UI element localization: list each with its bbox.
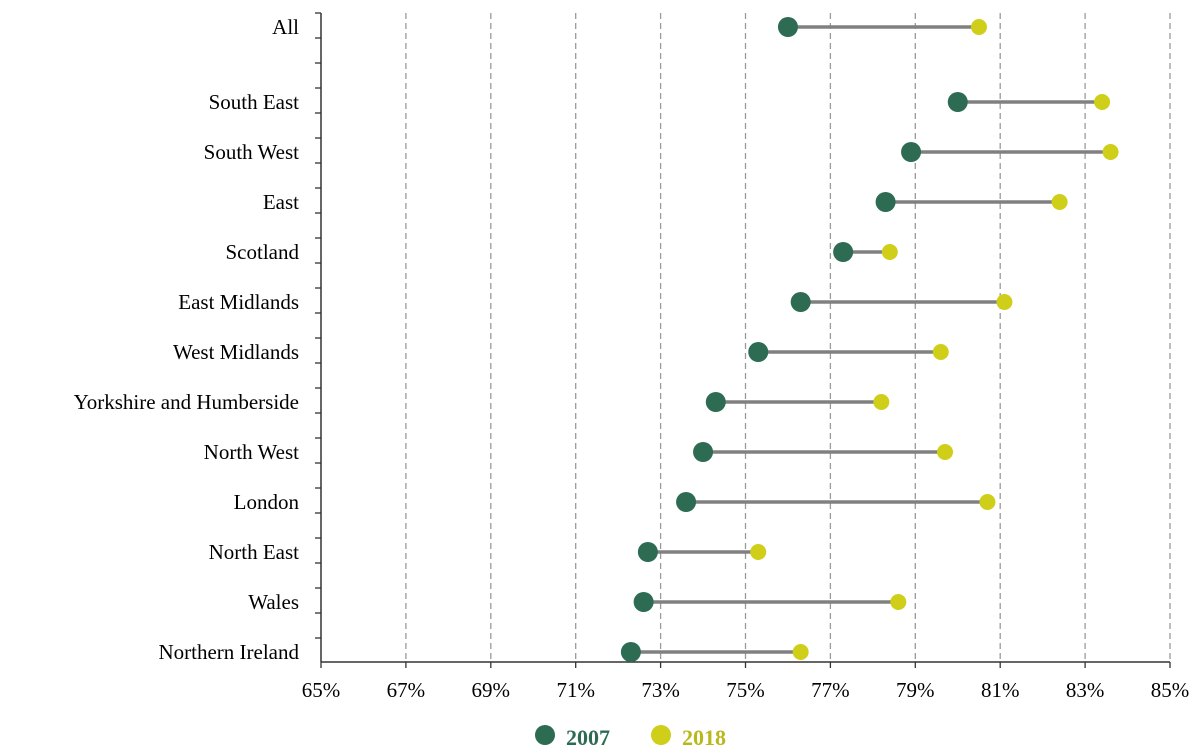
category-label: North West [204,440,299,464]
x-tick-label: 73% [641,678,680,702]
x-tick-label: 83% [1066,678,1105,702]
point-2007 [748,342,769,362]
x-tick-label: 81% [981,678,1020,702]
point-2007 [947,92,968,112]
category-label: East Midlands [178,290,299,314]
legend-marker-2007 [535,725,555,745]
x-tick-label: 79% [896,678,935,702]
point-2007 [633,592,654,612]
point-2007 [875,192,896,212]
x-tick-label: 65% [302,678,341,702]
category-label: London [234,490,300,514]
point-2007 [705,392,726,412]
category-label: South East [209,90,300,114]
category-label: West Midlands [173,340,299,364]
category-label: Northern Ireland [158,640,299,664]
point-2018 [1094,94,1111,110]
point-2018 [750,544,767,560]
gridlines [405,13,1171,662]
x-tick-label: 85% [1151,678,1190,702]
point-2018 [970,19,987,35]
category-label: Scotland [226,240,300,264]
point-2018 [979,494,996,510]
x-tick-label: 67% [387,678,426,702]
x-tick-label: 69% [472,678,511,702]
labels: 65% 67% 69% 71% 73% 75% 77% 79% 81% 83% 85% All Sout… [74,15,1190,702]
point-2007 [777,17,798,37]
point-2007 [833,242,854,262]
point-2007 [693,442,714,462]
connectors [630,25,1111,654]
data-points [620,17,1119,662]
category-label: North East [209,540,300,564]
legend: 2007 2018 [535,725,726,750]
point-2018 [881,244,898,260]
category-label: South West [204,140,300,164]
legend-label-2018: 2018 [682,725,726,750]
x-tick-label: 77% [811,678,850,702]
category-label: East [263,190,299,214]
point-2018 [792,644,809,660]
category-label: Yorkshire and Humberside [74,390,299,414]
legend-marker-2018 [651,725,671,745]
point-2018 [932,344,949,360]
point-2007 [676,492,697,512]
point-2007 [790,292,811,312]
x-tick-label: 75% [726,678,765,702]
category-label: All [272,15,299,39]
point-2007 [901,142,922,162]
point-2018 [873,394,890,410]
category-label: Wales [248,590,299,614]
point-2007 [620,642,641,662]
point-2018 [1102,144,1119,160]
point-2018 [996,294,1013,310]
point-2018 [1051,194,1068,210]
axes [315,12,1171,668]
x-tick-label: 71% [556,678,595,702]
legend-label-2007: 2007 [566,725,610,750]
point-2018 [890,594,907,610]
point-2018 [937,444,954,460]
point-2007 [637,542,658,562]
